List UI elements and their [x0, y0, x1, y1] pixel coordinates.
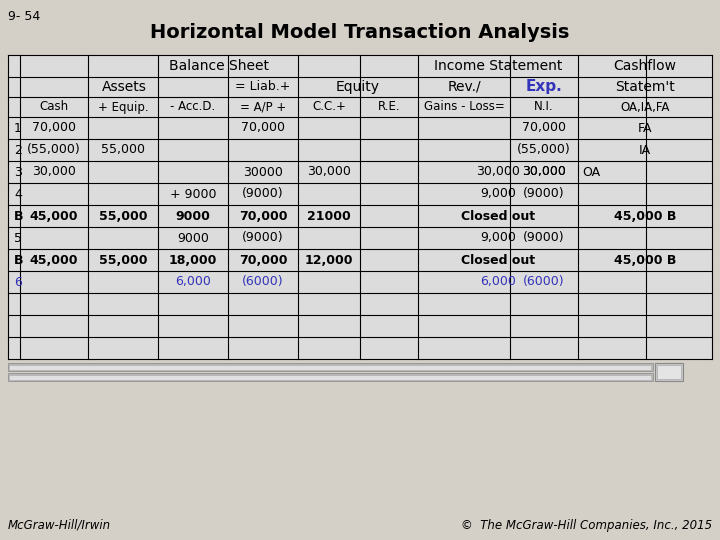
- Bar: [657, 365, 681, 379]
- Text: N.I.: N.I.: [534, 100, 554, 113]
- Text: C.C.+: C.C.+: [312, 100, 346, 113]
- Text: 5: 5: [14, 232, 22, 245]
- Text: 55,000: 55,000: [99, 253, 148, 267]
- Text: 70,000: 70,000: [32, 122, 76, 134]
- Bar: [10, 366, 651, 370]
- Text: 70,000: 70,000: [239, 210, 287, 222]
- Text: 30,000: 30,000: [32, 165, 76, 179]
- Text: + Equip.: + Equip.: [98, 100, 148, 113]
- Bar: [10, 376, 651, 380]
- Text: (6000): (6000): [242, 275, 284, 288]
- Text: Cash: Cash: [40, 100, 68, 113]
- Text: Assets: Assets: [102, 80, 146, 94]
- Text: 30,000: 30,000: [307, 165, 351, 179]
- Text: 30,000: 30,000: [522, 165, 566, 179]
- Text: 6,000: 6,000: [175, 275, 211, 288]
- Text: = A/P +: = A/P +: [240, 100, 286, 113]
- Text: 30000: 30000: [243, 165, 283, 179]
- Text: 6,000: 6,000: [480, 275, 516, 288]
- Text: (6000): (6000): [523, 275, 564, 288]
- Text: B: B: [14, 210, 24, 222]
- Text: B: B: [14, 253, 24, 267]
- Bar: [8, 373, 653, 381]
- Text: 18,000: 18,000: [168, 253, 217, 267]
- Bar: [8, 55, 712, 359]
- Text: = Liab.+: = Liab.+: [235, 80, 291, 93]
- Text: (9000): (9000): [523, 232, 564, 245]
- Text: Closed out: Closed out: [461, 253, 535, 267]
- Text: (55,000): (55,000): [27, 144, 81, 157]
- Text: 55,000: 55,000: [99, 210, 148, 222]
- Text: OA: OA: [582, 165, 600, 179]
- Text: Equity: Equity: [336, 80, 380, 94]
- Text: Balance Sheet: Balance Sheet: [169, 59, 269, 73]
- Text: (9000): (9000): [242, 232, 284, 245]
- Text: R.E.: R.E.: [378, 100, 400, 113]
- Text: 45,000: 45,000: [30, 210, 78, 222]
- Text: Exp.: Exp.: [526, 79, 562, 94]
- Bar: [655, 363, 683, 381]
- Text: FA: FA: [638, 122, 652, 134]
- Bar: [8, 363, 653, 371]
- Text: IA: IA: [639, 144, 651, 157]
- Text: 70,000: 70,000: [241, 122, 285, 134]
- Text: 9,000: 9,000: [480, 232, 516, 245]
- Text: (9000): (9000): [523, 187, 564, 200]
- Text: 2: 2: [14, 144, 22, 157]
- Text: - Acc.D.: - Acc.D.: [171, 100, 215, 113]
- Text: McGraw-Hill/Irwin: McGraw-Hill/Irwin: [8, 519, 111, 532]
- Text: 21000: 21000: [307, 210, 351, 222]
- Text: 12,000: 12,000: [305, 253, 354, 267]
- Text: + 9000: + 9000: [170, 187, 216, 200]
- Text: 9- 54: 9- 54: [8, 10, 40, 23]
- Text: 70,000: 70,000: [522, 122, 566, 134]
- Text: (9000): (9000): [242, 187, 284, 200]
- Text: 45,000: 45,000: [30, 253, 78, 267]
- Text: (55,000): (55,000): [517, 144, 571, 157]
- Text: 6: 6: [14, 275, 22, 288]
- Text: 9000: 9000: [176, 210, 210, 222]
- Text: 70,000: 70,000: [239, 253, 287, 267]
- Text: ©  The McGraw-Hill Companies, Inc., 2015: © The McGraw-Hill Companies, Inc., 2015: [461, 519, 712, 532]
- Text: 9000: 9000: [177, 232, 209, 245]
- Text: OA,IA,FA: OA,IA,FA: [621, 100, 670, 113]
- Text: 3: 3: [14, 165, 22, 179]
- Text: 9,000: 9,000: [480, 187, 516, 200]
- Text: 30,000: 30,000: [476, 165, 520, 179]
- Text: 1: 1: [14, 122, 22, 134]
- Text: Statem't: Statem't: [615, 80, 675, 94]
- Text: Cashflow: Cashflow: [613, 59, 677, 73]
- Text: Rev./: Rev./: [447, 80, 481, 94]
- Text: 55,000: 55,000: [101, 144, 145, 157]
- Text: 45,000 B: 45,000 B: [614, 253, 676, 267]
- Text: Closed out: Closed out: [461, 210, 535, 222]
- Text: Gains - Loss=: Gains - Loss=: [423, 100, 505, 113]
- Text: Income Statement: Income Statement: [434, 59, 562, 73]
- Text: 30,000: 30,000: [522, 165, 566, 179]
- Text: 4: 4: [14, 187, 22, 200]
- Text: 45,000 B: 45,000 B: [614, 210, 676, 222]
- Text: Horizontal Model Transaction Analysis: Horizontal Model Transaction Analysis: [150, 23, 570, 42]
